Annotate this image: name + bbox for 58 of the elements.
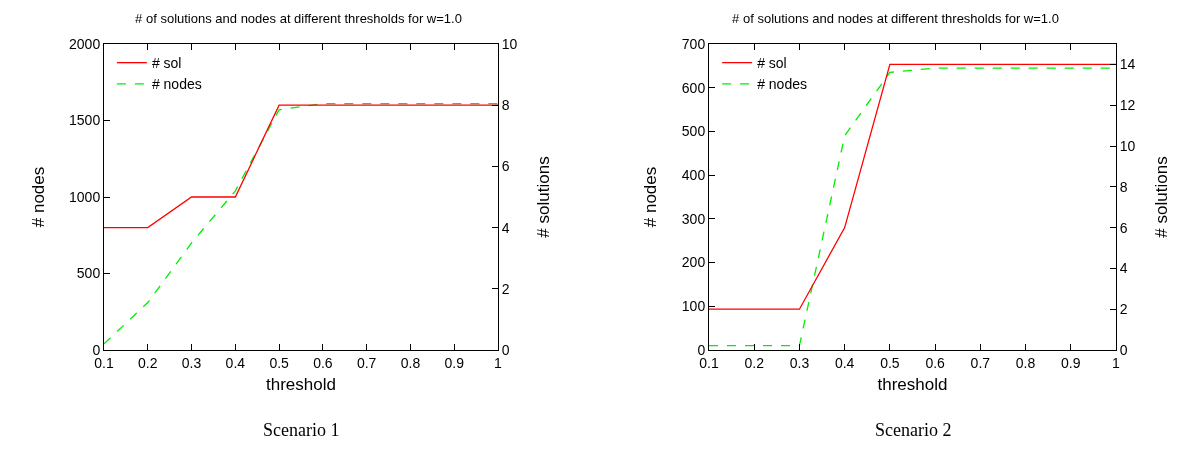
x-tick-label: 0.9 xyxy=(1061,354,1081,371)
legend-label: # sol xyxy=(757,55,787,72)
chart-title: # of solutions and nodes at different thresholds for w=1.0 xyxy=(732,10,1059,26)
x-tick-label: 0.6 xyxy=(925,354,946,371)
text: Scenario 1 xyxy=(263,420,340,440)
x-tick-label: 0.3 xyxy=(789,354,810,371)
x-tick-label: 0.5 xyxy=(269,354,290,371)
y-tick-label: 500 xyxy=(76,265,101,282)
x-tick-label: 0.4 xyxy=(834,354,855,371)
y2-tick-label: 8 xyxy=(501,97,510,114)
y2-tick-label: 2 xyxy=(501,280,510,297)
y2-axis-title: # solutions xyxy=(533,156,553,238)
y-axis-title: # nodes xyxy=(28,166,48,228)
x-tick-label: 0.3 xyxy=(181,354,202,371)
y2-tick-label: 4 xyxy=(1119,260,1128,277)
x-tick-label: 0.7 xyxy=(356,354,377,371)
y-tick-label: 1500 xyxy=(69,112,101,129)
x-tick-label: 0.8 xyxy=(1015,354,1036,371)
x-tick-label: 1 xyxy=(494,354,503,371)
y-tick-label: 500 xyxy=(681,123,706,140)
x-tick-label: 0.9 xyxy=(444,354,465,371)
y2-tick-label: 10 xyxy=(1119,137,1136,154)
legend-label: # sol xyxy=(151,55,182,72)
x-tick-label: 0.2 xyxy=(744,354,765,371)
y-tick-label: 700 xyxy=(681,35,706,52)
y2-axis-title: # solutions xyxy=(1151,156,1171,238)
x-tick-label: 0.4 xyxy=(225,354,246,371)
x-tick-label: 0.2 xyxy=(138,354,158,371)
x-tick-label: 1 xyxy=(1112,354,1121,371)
y2-tick-label: 14 xyxy=(1119,56,1136,73)
x-tick-label: 0.5 xyxy=(880,354,900,371)
y2-tick-label: 2 xyxy=(1119,301,1128,318)
legend-label: # nodes xyxy=(757,76,807,93)
y2-tick-label: 12 xyxy=(1119,97,1136,114)
y2-tick-label: 10 xyxy=(501,35,518,52)
y-tick-label: 100 xyxy=(681,298,706,315)
y2-tick-label: 4 xyxy=(501,219,510,236)
legend-label: # nodes xyxy=(151,76,202,93)
y2-tick-label: 0 xyxy=(1119,341,1128,358)
y-axis-title: # nodes xyxy=(641,166,661,228)
x-tick-label: 0.7 xyxy=(970,354,991,371)
x-tick-label: 0.6 xyxy=(313,354,333,371)
y-tick-label: 600 xyxy=(681,79,706,96)
y-tick-label: 400 xyxy=(681,167,706,184)
y-tick-label: 1000 xyxy=(69,188,101,205)
y-tick-label: 2000 xyxy=(69,35,101,52)
text: Scenario 2 xyxy=(875,420,952,440)
y2-tick-label: 6 xyxy=(1119,219,1128,236)
chart-title: # of solutions and nodes at different thresholds for w=1.0 xyxy=(135,10,462,26)
line-series xyxy=(104,103,498,345)
y2-tick-label: 8 xyxy=(1119,178,1128,195)
x-axis-title: threshold xyxy=(877,375,948,395)
x-tick-label: 0.8 xyxy=(400,354,421,371)
x-axis-title: threshold xyxy=(266,375,336,395)
y2-tick-label: 0 xyxy=(501,341,510,358)
y2-tick-label: 6 xyxy=(501,158,510,175)
y-tick-label: 200 xyxy=(681,254,706,271)
y-tick-label: 300 xyxy=(681,210,706,227)
